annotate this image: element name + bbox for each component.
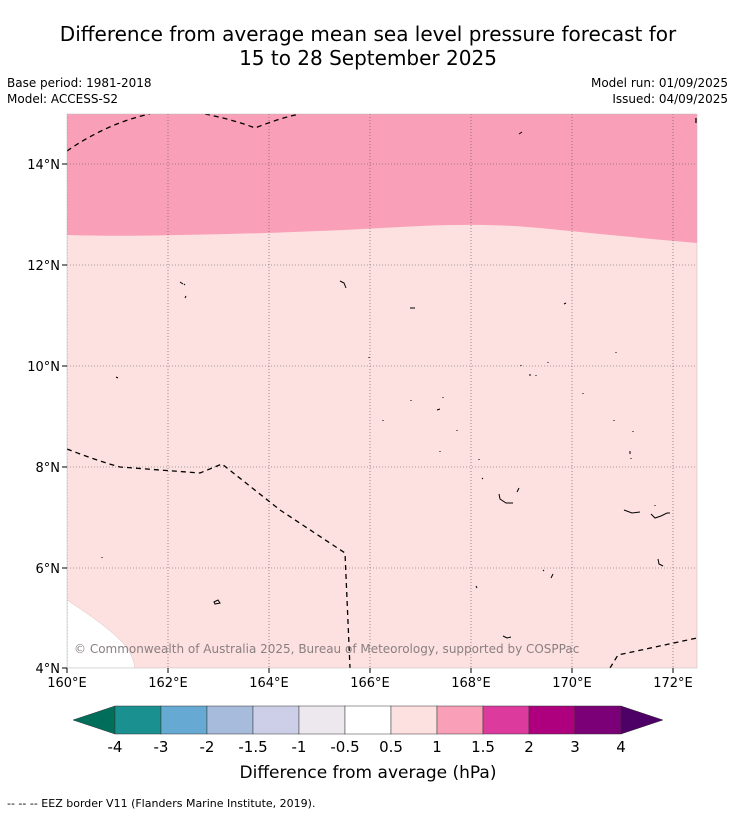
- lon-tick-label: 166°E: [350, 676, 390, 691]
- copyright-notice: © Commonwealth of Australia 2025, Bureau…: [74, 642, 579, 656]
- lon-tick-label: 160°E: [47, 676, 87, 691]
- lat-tick-label: 8°N: [36, 461, 61, 476]
- colorbar-segment: [206, 705, 254, 735]
- colorbar-segment: [528, 705, 576, 735]
- colorbar-label: 1.5: [471, 738, 495, 756]
- lat-tick-label: 14°N: [27, 158, 60, 173]
- colorbar-extend-high: [620, 705, 664, 735]
- issued-date: Issued: 04/09/2025: [612, 92, 728, 106]
- colorbar-title: Difference from average (hPa): [240, 763, 497, 783]
- colorbar-label: -1.5: [238, 738, 267, 756]
- map-panel: © Commonwealth of Australia 2025, Bureau…: [67, 114, 697, 668]
- colorbar-segment: [252, 705, 300, 735]
- colorbar-label: -3: [154, 738, 169, 756]
- meta-left: Base period: 1981-2018 Model: ACCESS-S2: [7, 75, 152, 107]
- colorbar-label: 4: [616, 738, 626, 756]
- colorbar-segment: [344, 705, 392, 735]
- colorbar-label: 3: [570, 738, 580, 756]
- colorbar-segment: [436, 705, 484, 735]
- lon-tick-label: 168°E: [451, 676, 491, 691]
- title-line-1: Difference from average mean sea level p…: [59, 22, 677, 46]
- lon-tick-label: 172°E: [653, 676, 693, 691]
- colorbar-label: -1: [292, 738, 307, 756]
- meta-right: Model run: 01/09/2025 Issued: 04/09/2025: [591, 75, 728, 107]
- colorbar-label: 1: [432, 738, 442, 756]
- model-name: Model: ACCESS-S2: [7, 92, 119, 106]
- islands: [101, 131, 670, 639]
- colorbar-label: -0.5: [330, 738, 359, 756]
- title-line-2: 15 to 28 September 2025: [239, 46, 497, 70]
- map-frame: [66, 113, 698, 669]
- colorbar-label: -2: [200, 738, 215, 756]
- lon-tick-label: 162°E: [148, 676, 188, 691]
- colorbar-segment: [390, 705, 438, 735]
- anomaly-band-below-0_5: [67, 599, 136, 668]
- colorbar-segment: [114, 705, 162, 735]
- colorbar-segment: [160, 705, 208, 735]
- colorbar-label: 2: [524, 738, 534, 756]
- lon-tick-label: 164°E: [249, 676, 289, 691]
- colorbar-segment: [298, 705, 346, 735]
- colorbar-label: 0.5: [379, 738, 403, 756]
- colorbar: -4 -3 -2 -1.5 -1 -0.5 0.5 1 1.5 2 3 4 Di…: [72, 705, 664, 783]
- lat-tick-label: 6°N: [36, 562, 61, 577]
- lon-axis: 160°E 162°E 164°E 166°E 168°E 170°E 172°…: [47, 668, 693, 691]
- colorbar-extend-low: [72, 705, 116, 735]
- map-title: Difference from average mean sea level p…: [0, 22, 736, 70]
- anomaly-band-1-1_5: [67, 114, 697, 243]
- model-run: Model run: 01/09/2025: [590, 76, 728, 90]
- colorbar-label: -4: [108, 738, 123, 756]
- lon-tick-label: 170°E: [552, 676, 592, 691]
- base-period: Base period: 1981-2018: [7, 76, 152, 90]
- colorbar-segment: [482, 705, 530, 735]
- eez-legend-footer: -- -- -- EEZ border V11 (Flanders Marine…: [7, 797, 316, 810]
- colorbar-segment: [574, 705, 622, 735]
- graticule: [67, 114, 697, 668]
- lat-tick-label: 12°N: [27, 259, 60, 274]
- lat-tick-label: 4°N: [36, 662, 61, 677]
- lat-axis: 14°N 12°N 10°N 8°N 6°N 4°N: [27, 158, 67, 677]
- lat-tick-label: 10°N: [27, 360, 60, 375]
- eez-borders: [67, 114, 697, 668]
